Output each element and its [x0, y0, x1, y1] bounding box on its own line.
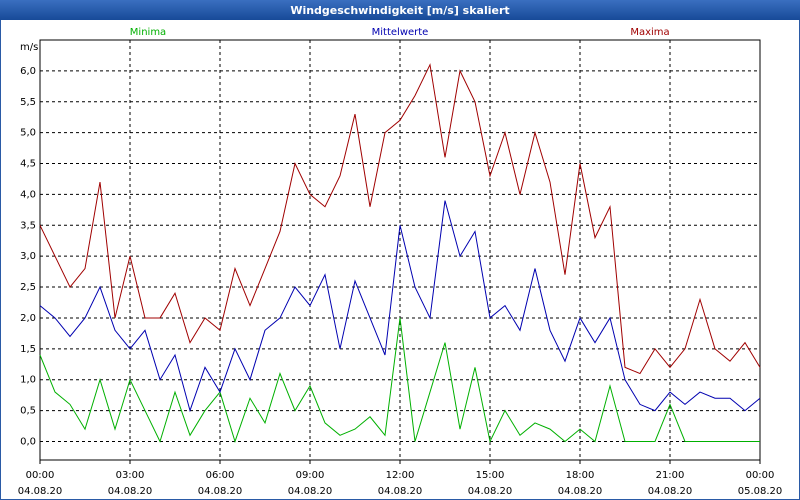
y-tick-label: 6,0 — [20, 66, 36, 77]
x-tick-date: 04.08.20 — [558, 486, 603, 497]
x-tick-label: 03:00 — [116, 470, 145, 481]
x-tick-date: 04.08.20 — [378, 486, 423, 497]
x-tick-label: 09:00 — [296, 470, 325, 481]
y-tick-label: 3,5 — [20, 220, 36, 231]
x-tick-label: 00:00 — [746, 470, 775, 481]
y-tick-label: 5,0 — [20, 128, 36, 139]
x-tick-date: 04.08.20 — [108, 486, 153, 497]
y-tick-label: 5,5 — [20, 97, 36, 108]
y-tick-label: 1,5 — [20, 344, 36, 355]
x-tick-label: 18:00 — [566, 470, 595, 481]
y-tick-label: 4,5 — [20, 159, 36, 170]
x-tick-date: 04.08.20 — [18, 486, 63, 497]
chart-title: Windgeschwindigkeit [m/s] skaliert — [290, 4, 509, 17]
x-tick-label: 21:00 — [656, 470, 685, 481]
line-series — [39, 200, 761, 413]
y-tick-label: 1,0 — [20, 375, 36, 386]
y-tick-label: 0,5 — [20, 406, 36, 417]
x-tick-label: 12:00 — [386, 470, 415, 481]
legend-label: Minima — [130, 27, 166, 38]
legend-label: Maxima — [630, 27, 669, 38]
x-tick-date: 04.08.20 — [648, 486, 693, 497]
legend-label: Mittelwerte — [372, 27, 429, 38]
line-series — [39, 317, 760, 444]
y-axis-label: m/s — [20, 42, 38, 53]
title-bar — [0, 0, 800, 20]
x-tick-date: 04.08.20 — [198, 486, 243, 497]
x-tick-label: 00:00 — [26, 470, 55, 481]
x-tick-date: 04.08.20 — [288, 486, 333, 497]
y-tick-label: 0,0 — [20, 436, 36, 447]
x-tick-date: 05.08.20 — [738, 486, 783, 497]
y-tick-label: 2,5 — [20, 282, 36, 293]
x-tick-date: 04.08.20 — [468, 486, 513, 497]
y-tick-label: 4,0 — [20, 189, 36, 200]
x-tick-label: 06:00 — [206, 470, 235, 481]
line-series — [39, 63, 761, 375]
x-tick-label: 15:00 — [476, 470, 505, 481]
y-tick-label: 2,0 — [20, 313, 36, 324]
y-tick-label: 3,0 — [20, 251, 36, 262]
